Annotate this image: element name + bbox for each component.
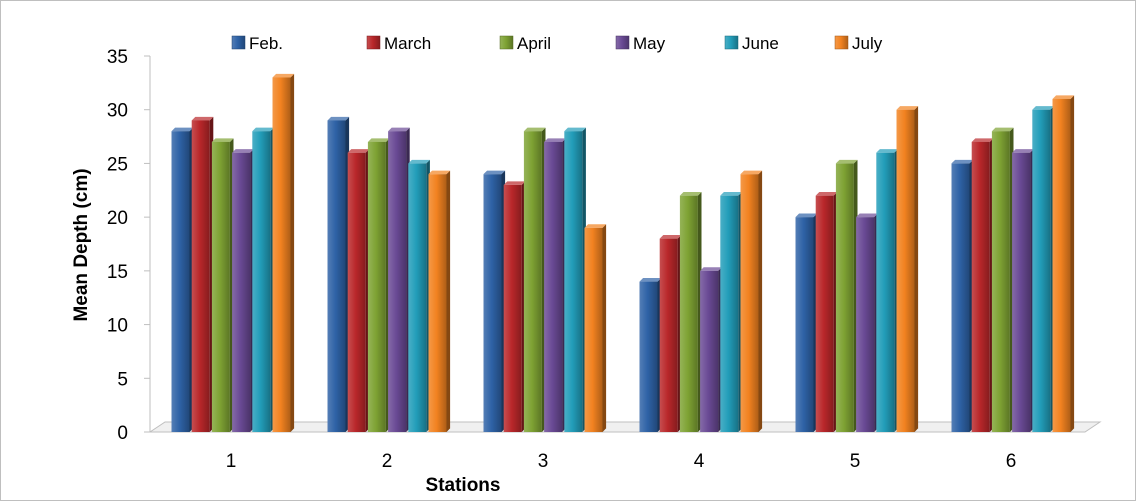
bar-may-station-5	[856, 213, 878, 432]
bar-july-station-3	[584, 224, 607, 432]
bar-march-station-5	[815, 192, 838, 432]
bar-april-station-1	[211, 138, 234, 433]
bar-march-station-3	[503, 181, 526, 432]
bar-feb-station-4	[639, 278, 662, 432]
bar-feb-station-6	[951, 159, 974, 433]
y-axis-ticks: 0 5 10 15 20 25 30 35	[107, 47, 150, 444]
bar-july-station-6	[1052, 95, 1075, 432]
legend-item-july: July	[834, 34, 883, 53]
y-tick-label: 10	[107, 316, 128, 337]
bar-march-station-4	[659, 235, 682, 432]
bar-feb-station-2	[327, 116, 350, 432]
bar-march-station-1	[191, 116, 214, 432]
y-tick-label: 15	[107, 262, 128, 283]
bar-may-station-4	[700, 267, 722, 432]
bar-april-station-5	[835, 159, 858, 433]
legend-item-may: May	[615, 34, 666, 53]
bar-march-station-6	[971, 138, 994, 433]
svg-text:April: April	[517, 34, 551, 53]
legend-item-march: March	[366, 34, 431, 53]
legend: Feb. March April May June July	[231, 34, 883, 53]
bar-june-station-3	[564, 127, 586, 432]
svg-text:June: June	[742, 34, 779, 53]
bar-may-station-6	[1012, 149, 1034, 433]
bar-april-station-6	[991, 127, 1014, 432]
bar-july-station-2	[428, 170, 451, 433]
bar-july-station-5	[896, 106, 919, 432]
x-tick-label: 3	[538, 451, 549, 472]
y-tick-label: 20	[107, 208, 128, 229]
bar-feb-station-1	[171, 127, 194, 432]
legend-item-feb: Feb.	[231, 34, 283, 53]
y-tick-label: 30	[107, 101, 128, 122]
legend-item-april: April	[499, 34, 551, 53]
y-tick-label: 35	[107, 47, 128, 68]
bar-may-station-3	[544, 138, 566, 433]
bar-june-station-2	[408, 159, 430, 433]
y-tick-label: 5	[117, 369, 128, 390]
bar-feb-station-3	[483, 170, 506, 433]
bar-april-station-4	[679, 192, 702, 432]
x-tick-label: 4	[694, 451, 705, 472]
svg-text:Feb.: Feb.	[249, 34, 283, 53]
svg-text:May: May	[633, 34, 666, 53]
bar-june-station-4	[720, 192, 742, 432]
bar-july-station-1	[272, 73, 295, 432]
y-axis-title: Mean Depth (cm)	[71, 168, 92, 321]
y-tick-label: 25	[107, 154, 128, 175]
bar-feb-station-5	[795, 213, 818, 432]
x-tick-label: 1	[226, 451, 237, 472]
x-axis-ticks: 1 2 3 4 5 6	[226, 451, 1017, 472]
y-tick-label: 0	[117, 423, 128, 444]
bar-april-station-2	[367, 138, 390, 433]
x-axis-title: Stations	[426, 475, 501, 496]
svg-text:July: July	[852, 34, 883, 53]
bars	[171, 73, 1075, 433]
bar-july-station-4	[740, 170, 763, 433]
bar-april-station-3	[523, 127, 546, 432]
bar-may-station-1	[232, 149, 254, 433]
x-tick-label: 2	[382, 451, 393, 472]
bar-june-station-6	[1032, 106, 1054, 432]
bar-may-station-2	[388, 127, 410, 432]
bar-june-station-1	[252, 127, 274, 432]
legend-item-june: June	[724, 34, 779, 53]
x-tick-label: 5	[850, 451, 861, 472]
bar-march-station-2	[347, 149, 370, 433]
x-tick-label: 6	[1006, 451, 1017, 472]
bar-june-station-5	[876, 149, 898, 433]
svg-text:March: March	[384, 34, 431, 53]
